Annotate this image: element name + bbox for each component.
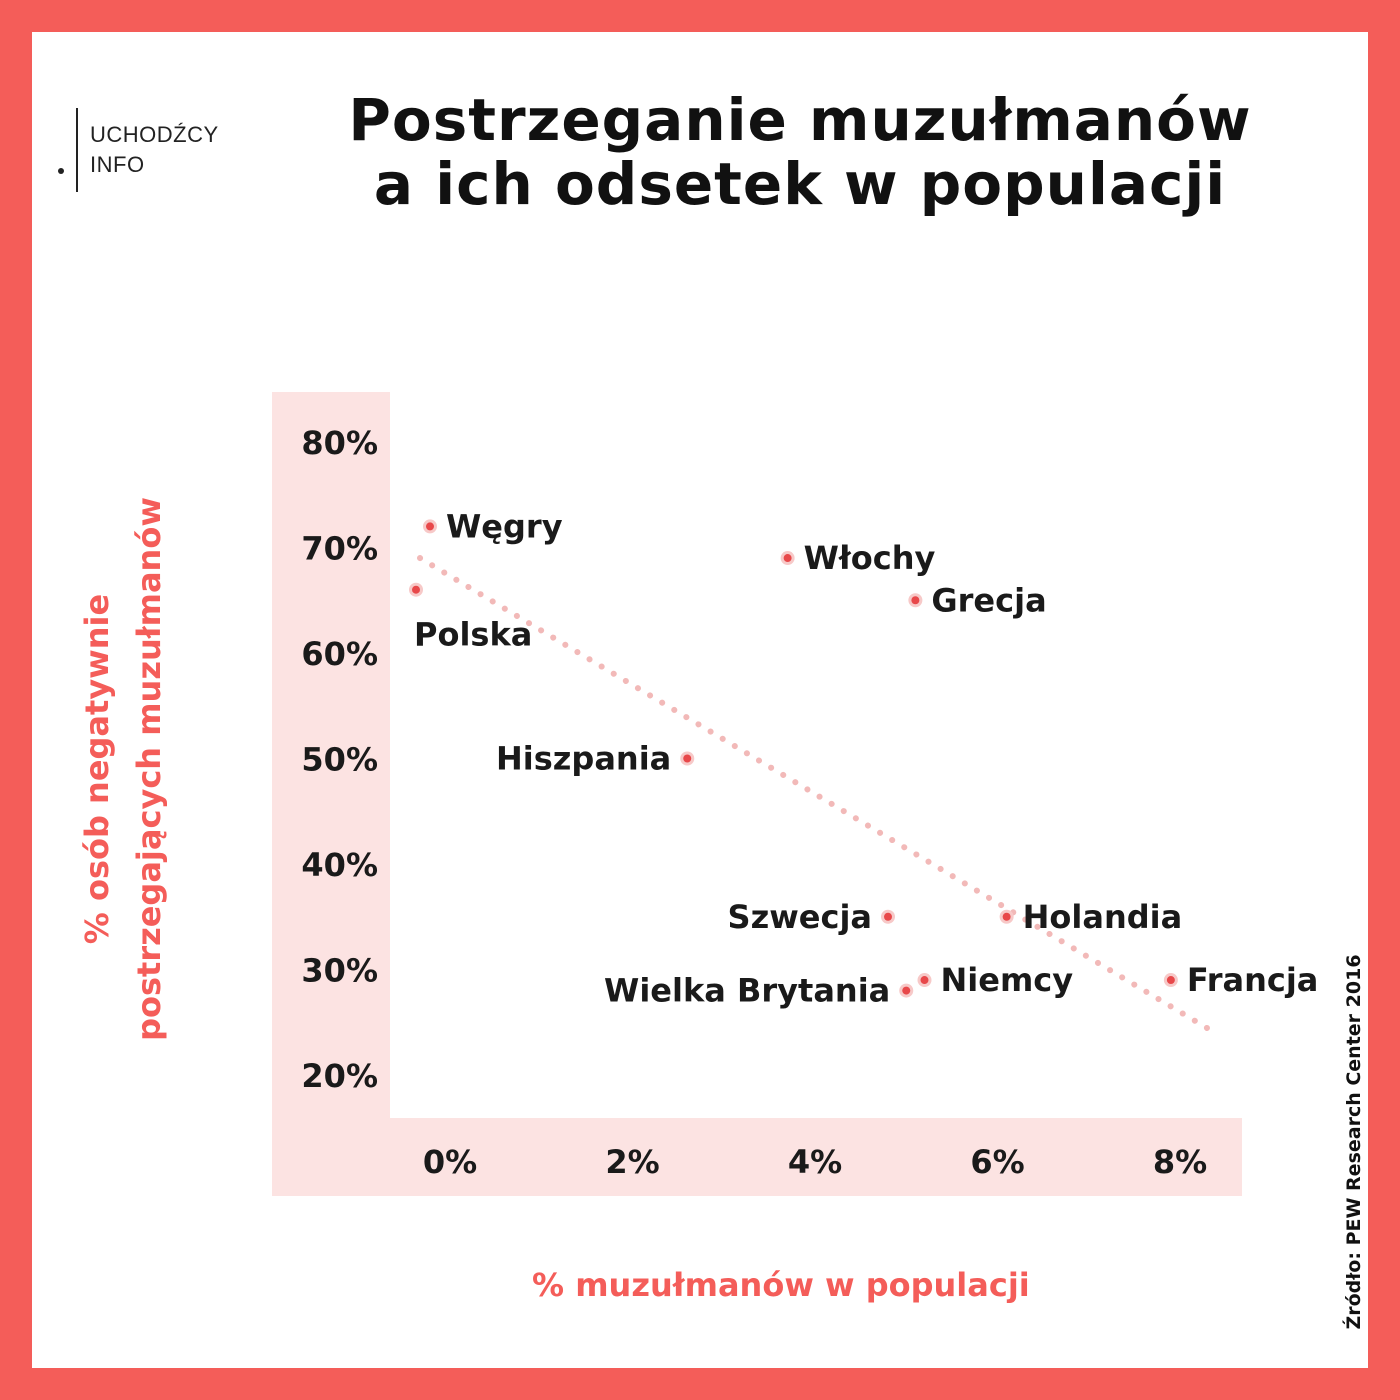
y-axis-label-line-1: % osób negatywnie	[78, 593, 116, 945]
x-tick-label: 4%	[788, 1143, 842, 1181]
y-axis-label-line-2: postrzegających muzułmanów	[130, 497, 168, 1041]
data-point-label: Hiszpania	[496, 740, 671, 778]
source-note: Źródło: PEW Research Center 2016	[1343, 954, 1365, 1330]
y-tick-label: 60%	[301, 635, 378, 673]
data-point-label: Węgry	[446, 507, 563, 545]
data-point	[783, 554, 792, 563]
data-point-label: Grecja	[931, 581, 1046, 619]
chart-title-line-1: Postrzeganie muzułmanów	[348, 86, 1252, 154]
data-point	[426, 522, 434, 531]
data-point-label: Szwecja	[728, 898, 872, 936]
data-point-label: Holandia	[1023, 898, 1183, 936]
y-tick-label: 70%	[301, 530, 378, 568]
data-point	[683, 754, 692, 763]
data-point	[902, 986, 911, 995]
x-tick-label: 6%	[970, 1143, 1024, 1181]
x-axis-band	[272, 1118, 1242, 1196]
data-point	[911, 596, 920, 605]
logo-line-1: UCHODŹCY	[90, 122, 219, 147]
data-point-label: Polska	[414, 616, 532, 654]
data-point	[920, 976, 929, 985]
logo-line-2: INFO	[90, 152, 145, 177]
trendline	[417, 555, 1218, 1036]
data-point	[1166, 976, 1175, 985]
data-point-label: Niemcy	[941, 961, 1074, 999]
data-point-label: Włochy	[804, 539, 936, 577]
y-tick-label: 80%	[301, 424, 378, 462]
chart-title: Postrzeganie muzułmanów a ich odsetek w …	[300, 88, 1300, 216]
y-tick-label: 20%	[301, 1057, 378, 1095]
data-point	[884, 912, 892, 921]
x-tick-label: 2%	[605, 1143, 659, 1181]
y-axis-label: % osób negatywnie postrzegających muzułm…	[71, 469, 175, 1069]
data-point	[1002, 912, 1011, 921]
x-tick-label: 0%	[423, 1143, 477, 1181]
logo-dot	[58, 168, 64, 174]
data-point-label: Wielka Brytania	[604, 972, 890, 1010]
logo-divider	[76, 108, 78, 192]
y-tick-label: 50%	[301, 741, 378, 779]
x-tick-label: 8%	[1153, 1143, 1207, 1181]
data-point	[412, 585, 420, 594]
y-tick-label: 40%	[301, 846, 378, 884]
logo-text: UCHODŹCY INFO	[90, 120, 219, 180]
data-point-label: Francja	[1187, 961, 1319, 999]
y-tick-label: 30%	[301, 952, 378, 990]
y-axis-band	[272, 392, 390, 1118]
x-axis-label: % muzułmanów w populacji	[532, 1266, 1030, 1304]
chart-title-line-2: a ich odsetek w populacji	[373, 150, 1227, 218]
